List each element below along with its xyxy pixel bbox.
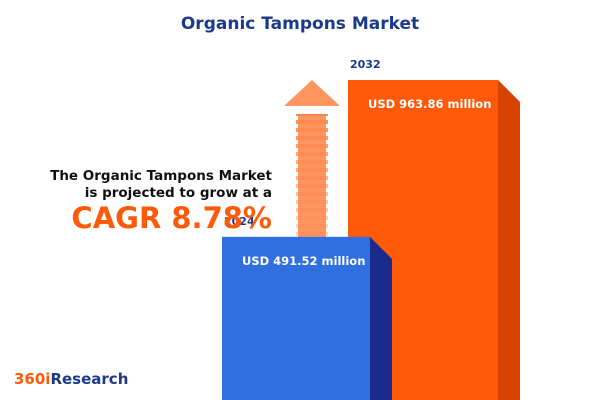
chart-title: Organic Tampons Market: [180, 14, 420, 34]
bars: 2032 USD 963.86 million 2024 USD 491.52 mil…: [222, 58, 520, 400]
category-label: 2032: [350, 58, 381, 71]
bar-side: [370, 236, 392, 400]
brand-mark: 360i: [14, 370, 51, 388]
brand-logo: 360iResearch: [14, 370, 128, 388]
headline: The Organic Tampons Market is projected …: [50, 168, 272, 201]
bar: [222, 236, 370, 400]
bar-side: [498, 80, 520, 400]
value-label: USD 491.52 million: [242, 254, 365, 268]
cagr: CAGR 8.78%: [71, 201, 272, 235]
value-label: USD 963.86 million: [368, 97, 491, 111]
category-label: 2024: [224, 215, 255, 228]
arrow-gap: [296, 106, 328, 114]
brand-name: Research: [50, 370, 129, 388]
